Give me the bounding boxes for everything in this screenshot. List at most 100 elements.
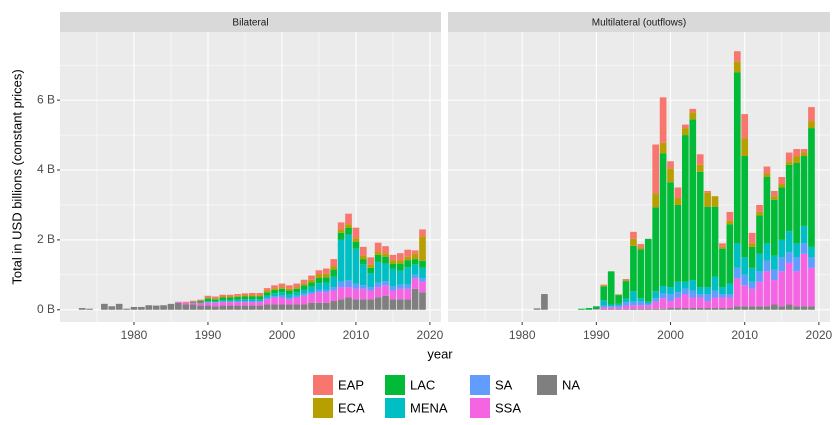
legend-label: EAP bbox=[338, 377, 364, 392]
bar-segment bbox=[748, 281, 756, 289]
bar-segment bbox=[271, 288, 278, 290]
bar-segment bbox=[286, 297, 293, 300]
bar-segment bbox=[711, 276, 719, 291]
bar-segment bbox=[382, 285, 389, 296]
bar-segment bbox=[800, 149, 808, 153]
bar-segment bbox=[622, 280, 630, 282]
bar-segment bbox=[315, 283, 323, 290]
bar-segment bbox=[300, 304, 308, 310]
bar-segment bbox=[212, 299, 219, 302]
bar-segment bbox=[256, 301, 264, 303]
bar-segment bbox=[293, 292, 301, 296]
bar-segment bbox=[263, 292, 271, 296]
bar-segment bbox=[652, 144, 660, 194]
bar-segment bbox=[659, 286, 667, 293]
bar-segment bbox=[367, 287, 375, 291]
bar-segment bbox=[234, 295, 241, 297]
bar-segment bbox=[389, 254, 397, 261]
bar-segment bbox=[808, 257, 815, 268]
bar-segment bbox=[263, 297, 271, 300]
bar-segment bbox=[785, 252, 793, 263]
bar-segment bbox=[226, 297, 234, 301]
bar-segment bbox=[600, 286, 608, 301]
bar-segment bbox=[219, 300, 227, 302]
bar-segment bbox=[359, 299, 367, 310]
bar-segment bbox=[808, 306, 815, 310]
bar-segment bbox=[682, 294, 689, 309]
bar-segment bbox=[226, 294, 234, 297]
bar-segment bbox=[330, 287, 338, 291]
bar-segment bbox=[785, 152, 793, 162]
bar-segment bbox=[182, 302, 190, 305]
legend-label: LAC bbox=[410, 377, 435, 392]
bar-segment bbox=[667, 308, 674, 310]
bar-segment bbox=[733, 51, 741, 62]
bar-segment bbox=[197, 305, 204, 310]
bar-segment bbox=[719, 246, 726, 249]
bar-segment bbox=[271, 304, 278, 310]
bar-segment bbox=[308, 291, 315, 295]
bar-segment bbox=[763, 243, 771, 261]
bar-segment bbox=[419, 292, 426, 310]
bar-segment bbox=[637, 298, 645, 302]
x-tick-label: 2000 bbox=[657, 328, 684, 342]
bar-segment bbox=[689, 290, 697, 298]
legend-label: SA bbox=[495, 377, 513, 392]
x-tick-label: 1980 bbox=[121, 328, 148, 342]
bar-segment bbox=[411, 253, 419, 260]
bar-segment bbox=[286, 290, 293, 295]
bar-segment bbox=[189, 300, 197, 302]
bar-segment bbox=[800, 225, 808, 244]
bar-segment bbox=[315, 289, 323, 293]
bar-segment bbox=[278, 295, 286, 298]
bar-segment bbox=[300, 283, 308, 286]
bar-segment bbox=[644, 238, 652, 302]
bar-segment bbox=[667, 161, 674, 169]
bar-segment bbox=[711, 290, 719, 298]
bar-segment bbox=[711, 206, 719, 277]
bar-segment bbox=[138, 306, 145, 310]
bar-segment bbox=[212, 296, 219, 299]
bar-segment bbox=[696, 287, 704, 295]
bar-segment bbox=[533, 308, 541, 310]
bar-segment bbox=[637, 308, 645, 310]
bar-segment bbox=[756, 271, 763, 282]
bar-segment bbox=[78, 308, 86, 310]
bar-segment bbox=[189, 304, 197, 310]
bar-segment bbox=[748, 232, 756, 244]
bar-segment bbox=[352, 227, 360, 239]
bar-segment bbox=[330, 266, 338, 270]
bar-segment bbox=[308, 294, 315, 303]
bar-segment bbox=[652, 193, 660, 208]
facet-title: Bilateral bbox=[232, 18, 268, 29]
bar-segment bbox=[785, 304, 793, 310]
bar-segment bbox=[263, 295, 271, 298]
y-tick-label: 4 B bbox=[37, 162, 55, 176]
bar-segment bbox=[696, 154, 704, 165]
bar-segment bbox=[278, 304, 286, 310]
bar-segment bbox=[308, 279, 315, 283]
bar-segment bbox=[578, 308, 585, 310]
bar-segment bbox=[771, 190, 778, 197]
bar-segment bbox=[763, 260, 771, 272]
bar-segment bbox=[293, 295, 301, 298]
bar-segment bbox=[300, 289, 308, 294]
bar-segment bbox=[689, 308, 697, 310]
bar-segment bbox=[622, 309, 630, 310]
bar-segment bbox=[160, 305, 167, 310]
bar-segment bbox=[323, 277, 330, 283]
bar-segment bbox=[808, 267, 815, 307]
bar-segment bbox=[115, 303, 123, 310]
bar-segment bbox=[719, 287, 726, 295]
bar-segment bbox=[197, 299, 204, 302]
bar-segment bbox=[293, 283, 301, 288]
bar-segment bbox=[337, 281, 345, 288]
legend-key bbox=[385, 375, 405, 395]
bar-segment bbox=[286, 304, 293, 310]
bar-segment bbox=[404, 288, 412, 300]
bar-segment bbox=[593, 309, 600, 310]
bar-segment bbox=[367, 290, 375, 300]
bar-segment bbox=[271, 297, 278, 305]
bar-segment bbox=[241, 299, 249, 302]
bar-segment bbox=[733, 306, 741, 310]
